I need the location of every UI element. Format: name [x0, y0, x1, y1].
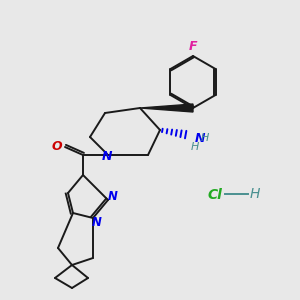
- Text: N: N: [195, 131, 206, 145]
- Text: H: H: [191, 142, 199, 152]
- Text: N: N: [102, 149, 112, 163]
- Text: H: H: [250, 187, 260, 201]
- Text: N: N: [92, 217, 102, 230]
- Text: N: N: [108, 190, 118, 203]
- Polygon shape: [140, 104, 193, 112]
- Text: O: O: [52, 140, 62, 152]
- Text: H: H: [201, 133, 209, 143]
- Text: Cl: Cl: [208, 188, 222, 202]
- Text: F: F: [189, 40, 197, 53]
